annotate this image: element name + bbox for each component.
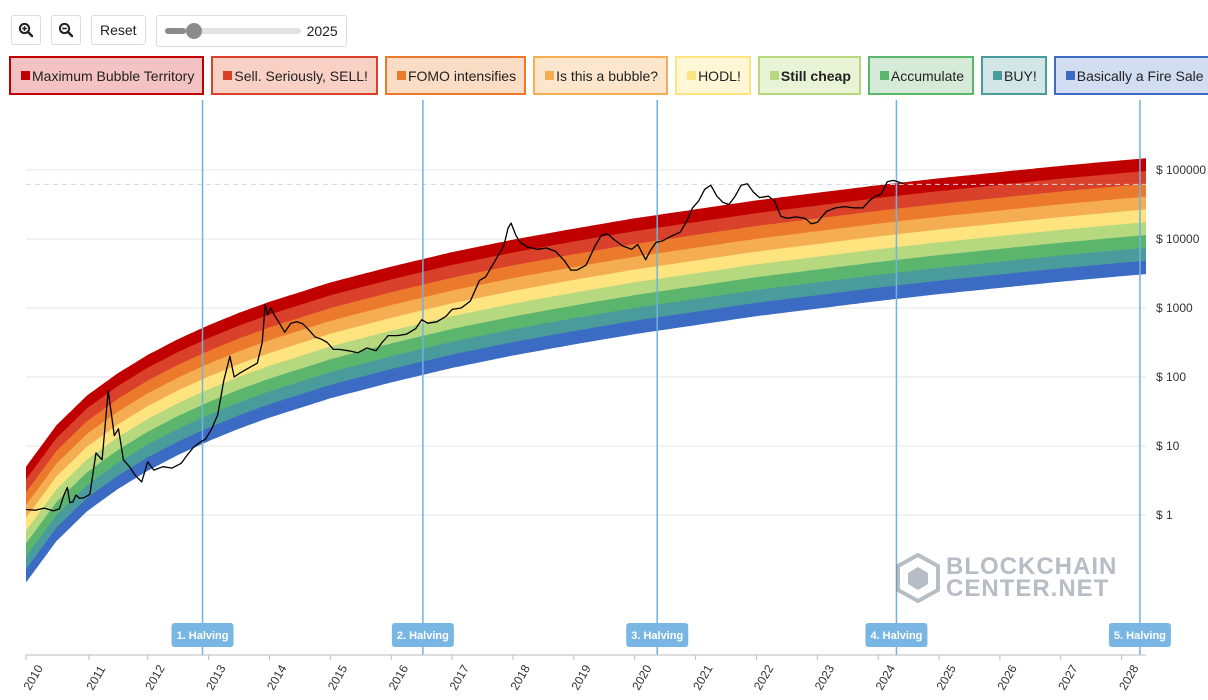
halving-label-text: 2. Halving <box>397 630 449 642</box>
legend-swatch <box>687 71 697 80</box>
legend-swatch <box>545 71 555 80</box>
halving-label: 5. Halving <box>1108 623 1171 647</box>
x-tick-label: 2010 <box>20 662 46 692</box>
legend-label: BUY! <box>1004 67 1037 84</box>
legend-item[interactable]: Still cheap <box>757 56 861 95</box>
blockchaincenter-watermark: BLOCKCHAIN CENTER.NET <box>896 553 1117 603</box>
watermark-line1: BLOCKCHAIN <box>946 553 1118 580</box>
halving-label-bg <box>391 623 454 647</box>
toolbar: Reset 2025 <box>11 15 347 47</box>
x-tick-label: 2011 <box>83 663 108 693</box>
x-tick-label: 2017 <box>447 662 473 692</box>
x-tick-label: 2023 <box>812 662 838 692</box>
zoom-out-button[interactable] <box>51 15 81 45</box>
legend-label: Basically a Fire Sale <box>1076 67 1204 84</box>
year-slider-thumb[interactable] <box>186 23 203 39</box>
zoom-out-icon <box>58 22 74 38</box>
halving-label-text: 5. Halving <box>1114 630 1166 642</box>
legend-item[interactable]: Accumulate <box>867 56 975 95</box>
y-tick-label: $ 10 <box>1156 439 1180 453</box>
legend-swatch <box>223 71 233 80</box>
x-tick-label: 2016 <box>386 662 412 692</box>
year-slider-box: 2025 <box>155 15 347 47</box>
legend-label: FOMO intensifies <box>407 67 517 84</box>
year-slider-fill <box>164 28 187 34</box>
blockchaincenter-logo-icon <box>896 553 940 603</box>
rainbow-band <box>26 171 1146 493</box>
halving-label: 2. Halving <box>391 623 454 647</box>
halving-label-text: 1. Halving <box>177 630 229 642</box>
rainbow-band <box>26 183 1146 506</box>
rainbow-band <box>26 235 1146 557</box>
legend-swatch <box>879 71 889 80</box>
halving-label-text: 4. Halving <box>870 630 922 642</box>
year-value: 2025 <box>306 23 338 39</box>
rainbow-band <box>26 196 1146 519</box>
x-tick-label: 2014 <box>264 662 290 692</box>
legend-item[interactable]: Basically a Fire Sale <box>1053 56 1208 95</box>
halving-label: 3. Halving <box>626 623 689 647</box>
rainbow-chart: 1. Halving 2. Halving 3. Halving 4. Halving… <box>20 100 1206 693</box>
reset-button[interactable]: Reset <box>91 15 146 45</box>
rainbow-band <box>26 158 1146 481</box>
y-tick-label: $ 100 <box>1156 370 1186 384</box>
halving-label-text: 3. Halving <box>631 630 683 642</box>
legend-swatch <box>396 71 406 80</box>
legend-label: Accumulate <box>890 67 965 84</box>
y-tick-label: $ 100000 <box>1156 163 1206 177</box>
x-tick-label: 2020 <box>629 662 655 692</box>
watermark-line3: .NET <box>1050 575 1110 602</box>
zoom-in-button[interactable] <box>11 15 41 45</box>
x-tick-label: 2024 <box>873 662 899 692</box>
legend-label: Maximum Bubble Territory <box>32 67 195 84</box>
y-tick-label: $ 1 <box>1156 508 1173 522</box>
legend-item[interactable]: BUY! <box>981 56 1047 95</box>
x-tick-label: 2018 <box>507 662 533 692</box>
rainbow-band <box>26 260 1146 583</box>
legend-label: Sell. Seriously, SELL! <box>234 67 368 84</box>
rainbow-band <box>26 209 1146 532</box>
legend-label: HODL! <box>698 67 741 84</box>
legend-item[interactable]: Maximum Bubble Territory <box>9 56 205 95</box>
legend-swatch <box>1065 71 1075 80</box>
legend-swatch <box>993 71 1003 80</box>
halving-label-bg <box>1108 623 1171 647</box>
legend: Maximum Bubble Territory Sell. Seriously,… <box>9 56 1208 95</box>
rainbow-band <box>26 247 1146 570</box>
x-tick-label: 2027 <box>1055 662 1081 692</box>
legend-item[interactable]: HODL! <box>675 56 751 95</box>
halving-label-bg <box>626 623 689 647</box>
x-tick-label: 2025 <box>934 662 960 692</box>
x-tick-label: 2022 <box>751 662 777 692</box>
x-tick-label: 2013 <box>203 662 229 692</box>
x-tick-label: 2021 <box>690 662 716 692</box>
legend-label: Still cheap <box>780 67 851 84</box>
legend-item[interactable]: Is this a bubble? <box>533 56 669 95</box>
x-tick-label: 2028 <box>1116 662 1142 692</box>
halving-label-bg <box>171 623 234 647</box>
zoom-in-icon <box>18 22 34 38</box>
x-tick-label: 2026 <box>994 662 1020 692</box>
x-tick-label: 2012 <box>142 662 168 692</box>
halving-label: 1. Halving <box>171 623 234 647</box>
y-tick-label: $ 1000 <box>1156 301 1193 315</box>
legend-swatch <box>769 71 779 80</box>
halving-label: 4. Halving <box>865 623 928 647</box>
legend-item[interactable]: FOMO intensifies <box>384 56 527 95</box>
legend-label: Is this a bubble? <box>556 67 659 84</box>
x-tick-label: 2015 <box>325 662 351 692</box>
rainbow-band <box>26 222 1146 545</box>
year-slider[interactable] <box>164 23 301 39</box>
legend-swatch <box>21 71 30 80</box>
halving-label-bg <box>865 623 928 647</box>
legend-item[interactable]: Sell. Seriously, SELL! <box>211 56 378 95</box>
price-line <box>25 179 904 512</box>
y-tick-label: $ 10000 <box>1156 232 1200 246</box>
x-tick-label: 2019 <box>568 662 594 692</box>
watermark-line2: CENTER <box>946 575 1051 602</box>
